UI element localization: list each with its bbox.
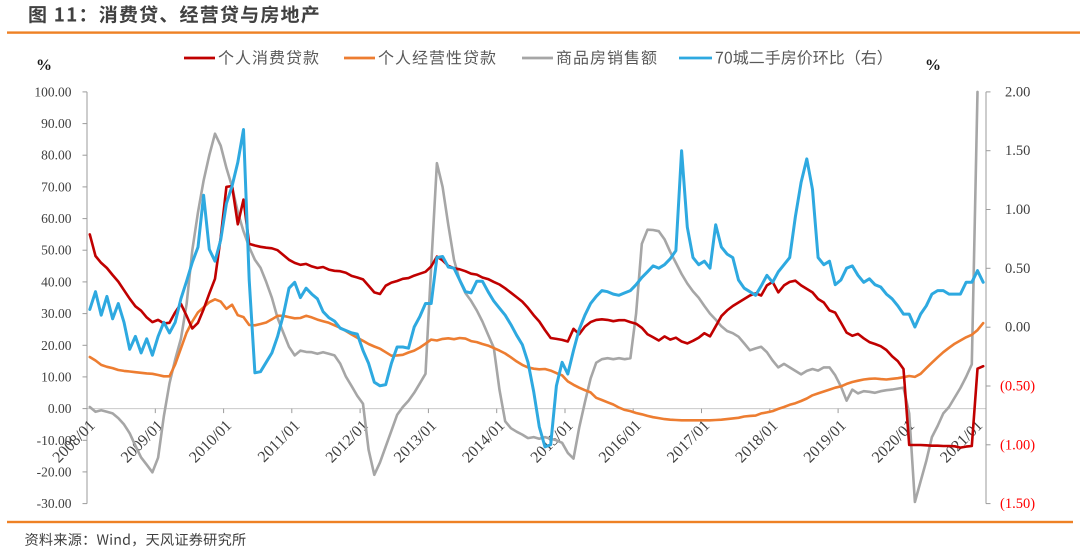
svg-text:1.00: 1.00	[1005, 202, 1030, 218]
svg-text:(0.50): (0.50)	[1000, 379, 1035, 395]
svg-text:-30.00: -30.00	[37, 496, 72, 511]
svg-text:100.00: 100.00	[34, 84, 71, 99]
svg-text:0.00: 0.00	[48, 401, 72, 416]
svg-text:%: %	[36, 57, 52, 74]
svg-text:2.00: 2.00	[1005, 84, 1030, 100]
svg-text:20.00: 20.00	[41, 338, 72, 353]
svg-text:10.00: 10.00	[41, 369, 72, 384]
svg-text:1.50: 1.50	[1005, 143, 1030, 159]
svg-text:0.00: 0.00	[1005, 320, 1030, 336]
svg-text:60.00: 60.00	[41, 211, 72, 226]
svg-text:%: %	[925, 57, 941, 74]
svg-text:30.00: 30.00	[41, 306, 72, 321]
svg-text:50.00: 50.00	[41, 243, 72, 258]
svg-text:(1.00): (1.00)	[1000, 437, 1035, 453]
svg-text:80.00: 80.00	[41, 148, 72, 163]
svg-text:-10.00: -10.00	[37, 433, 72, 448]
svg-text:0.50: 0.50	[1005, 261, 1030, 277]
svg-text:90.00: 90.00	[41, 116, 72, 131]
svg-text:40.00: 40.00	[41, 274, 72, 289]
svg-text:-20.00: -20.00	[37, 464, 72, 479]
svg-text:70.00: 70.00	[41, 179, 72, 194]
svg-text:(1.50): (1.50)	[1000, 496, 1035, 512]
